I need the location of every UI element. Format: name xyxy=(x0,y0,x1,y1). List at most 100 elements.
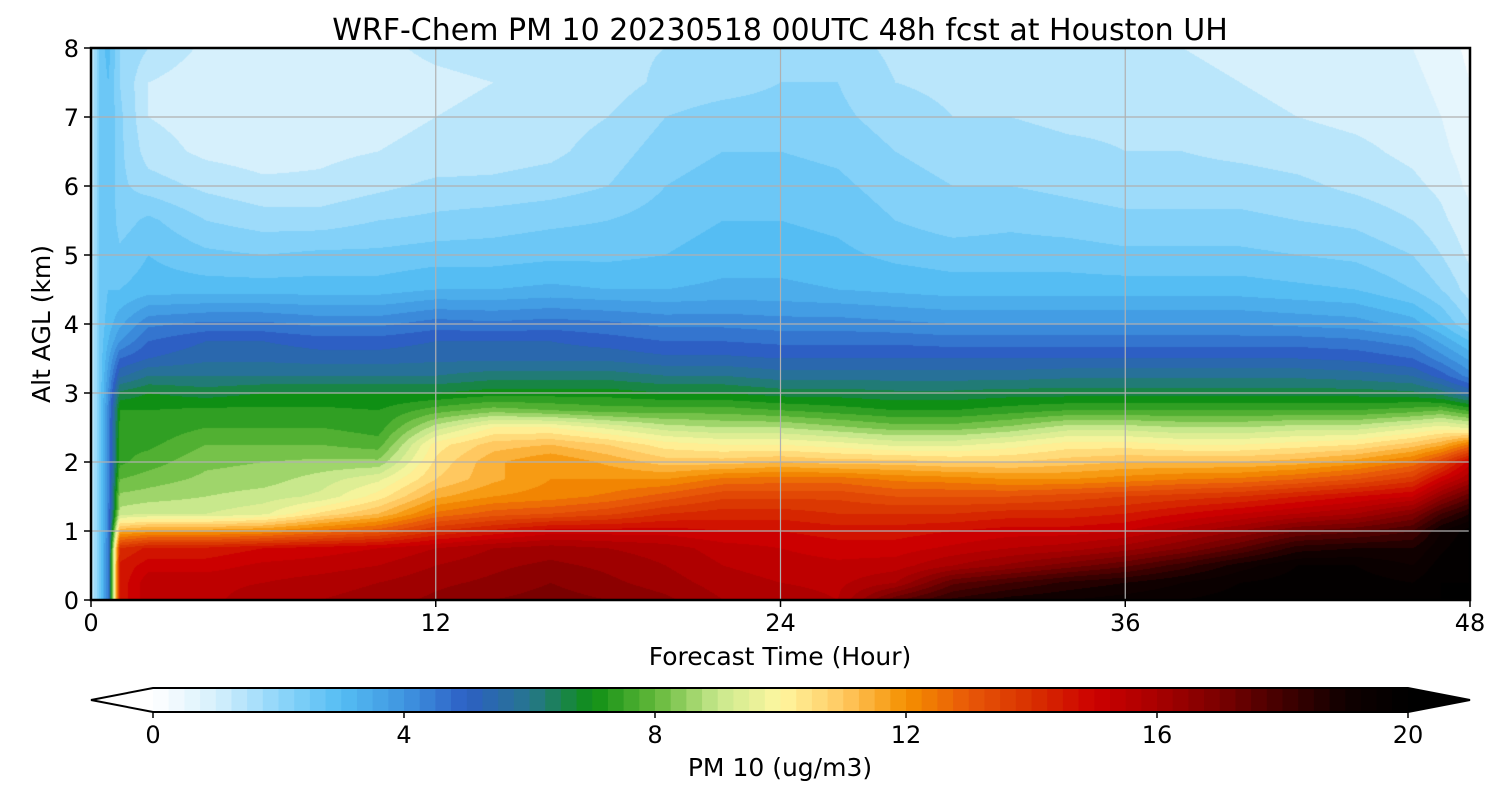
y-axis: 0 1 2 3 4 5 6 7 8 xyxy=(64,35,91,615)
colorbar-swatch xyxy=(309,688,327,712)
y-tick-label: 1 xyxy=(64,518,79,546)
colorbar-swatch xyxy=(764,688,782,712)
x-axis-label: Forecast Time (Hour) xyxy=(649,642,912,671)
colorbar-swatch xyxy=(1313,688,1331,712)
y-tick-label: 5 xyxy=(64,242,79,270)
colorbar-swatch xyxy=(498,688,515,712)
y-axis-label: Alt AGL (km) xyxy=(27,245,56,403)
colorbar-swatch xyxy=(670,688,687,712)
colorbar-swatch xyxy=(733,688,750,712)
colorbar-swatch xyxy=(858,688,876,712)
colorbar-swatch xyxy=(545,688,562,712)
colorbar-swatch xyxy=(1188,688,1205,712)
colorbar-swatch xyxy=(1047,688,1064,712)
colorbar-swatch xyxy=(686,688,703,712)
colorbar-swatch xyxy=(780,688,797,712)
colorbar-label: PM 10 (ug/m3) xyxy=(688,753,872,782)
colorbar-swatch xyxy=(325,688,342,712)
colorbar-swatch xyxy=(247,688,264,712)
colorbar-swatch xyxy=(1329,688,1346,712)
colorbar-swatch xyxy=(341,688,358,712)
y-tick-label: 8 xyxy=(64,35,79,63)
colorbar-swatch xyxy=(1376,688,1393,712)
colorbar-swatch xyxy=(451,688,468,712)
colorbar-swatch xyxy=(1204,688,1221,712)
y-tick-label: 3 xyxy=(64,380,79,408)
colorbar-swatch xyxy=(200,688,217,712)
colorbar-swatch xyxy=(702,688,719,712)
colorbar-tick-label: 4 xyxy=(396,721,411,749)
colorbar-swatch xyxy=(1360,688,1378,712)
colorbar-swatch xyxy=(513,688,531,712)
colorbar-extend-min xyxy=(91,688,153,712)
colorbar-swatch xyxy=(953,688,970,712)
colorbar-swatch xyxy=(1219,688,1237,712)
x-tick-label: 36 xyxy=(1110,609,1141,637)
colorbar-swatch xyxy=(419,688,436,712)
colorbar-swatch xyxy=(607,688,625,712)
colorbar-swatch xyxy=(1392,688,1409,712)
chart-title: WRF-Chem PM 10 20230518 00UTC 48h fcst a… xyxy=(332,13,1228,48)
colorbar-tick-label: 20 xyxy=(1393,721,1424,749)
colorbar-swatch xyxy=(937,688,954,712)
colorbar-swatch xyxy=(1345,688,1362,712)
colorbar-swatch xyxy=(874,688,891,712)
colorbar-swatch xyxy=(1141,688,1158,712)
colorbar-swatch xyxy=(466,688,484,712)
x-tick-label: 48 xyxy=(1455,609,1486,637)
y-tick-label: 4 xyxy=(64,311,79,339)
colorbar-swatch xyxy=(153,688,170,712)
colorbar-swatch xyxy=(482,688,499,712)
colorbar-swatch xyxy=(890,688,907,712)
colorbar-swatch xyxy=(262,688,280,712)
colorbar-swatch xyxy=(231,688,248,712)
colorbar-swatch xyxy=(278,688,295,712)
colorbar-swatch xyxy=(168,688,185,712)
colorbar-swatch xyxy=(1078,688,1095,712)
colorbar-swatch xyxy=(796,688,813,712)
colorbar-tick-label: 12 xyxy=(891,721,922,749)
colorbar-swatch xyxy=(1062,688,1080,712)
colorbar-axis: 0 4 8 12 16 20 xyxy=(145,712,1423,749)
colorbar-swatch xyxy=(717,688,735,712)
colorbar-swatch xyxy=(1109,688,1127,712)
colorbar-tick-label: 8 xyxy=(647,721,662,749)
colorbar-swatch xyxy=(1157,688,1174,712)
y-tick-label: 0 xyxy=(64,587,79,615)
colorbar-swatch xyxy=(623,688,640,712)
x-tick-label: 12 xyxy=(420,609,451,637)
colorbar-swatch xyxy=(294,688,311,712)
colorbar-swatch xyxy=(404,688,421,712)
x-tick-label: 0 xyxy=(83,609,98,637)
colorbar-swatch xyxy=(1172,688,1189,712)
colorbar-swatch xyxy=(1251,688,1268,712)
colorbar-swatch xyxy=(1266,688,1284,712)
colorbar-swatch xyxy=(372,688,389,712)
colorbar-swatch xyxy=(984,688,1001,712)
colorbar-extend-max xyxy=(1408,688,1470,712)
colorbar-swatch xyxy=(906,688,923,712)
colorbar-swatch xyxy=(388,688,405,712)
colorbar-swatch xyxy=(843,688,860,712)
colorbar-swatch xyxy=(529,688,546,712)
colorbar-swatch xyxy=(968,688,986,712)
colorbar-swatch xyxy=(639,688,656,712)
colorbar-swatch xyxy=(560,688,578,712)
colorbar-swatch xyxy=(356,688,374,712)
colorbar-swatch xyxy=(1282,688,1299,712)
colorbar-swatch xyxy=(827,688,844,712)
colorbar-swatch xyxy=(1094,688,1111,712)
colorbar-tick-label: 0 xyxy=(145,721,160,749)
colorbar-swatch xyxy=(749,688,766,712)
x-axis: 0 12 24 36 48 xyxy=(83,600,1485,637)
colorbar-swatch xyxy=(655,688,672,712)
colorbar-tick-label: 16 xyxy=(1142,721,1173,749)
colorbar-swatch xyxy=(811,688,829,712)
colorbar-swatch xyxy=(1015,688,1033,712)
colorbar-swatch xyxy=(576,688,593,712)
x-tick-label: 24 xyxy=(765,609,796,637)
y-tick-label: 6 xyxy=(64,173,79,201)
colorbar-swatch xyxy=(921,688,938,712)
colorbar-swatch xyxy=(1031,688,1048,712)
